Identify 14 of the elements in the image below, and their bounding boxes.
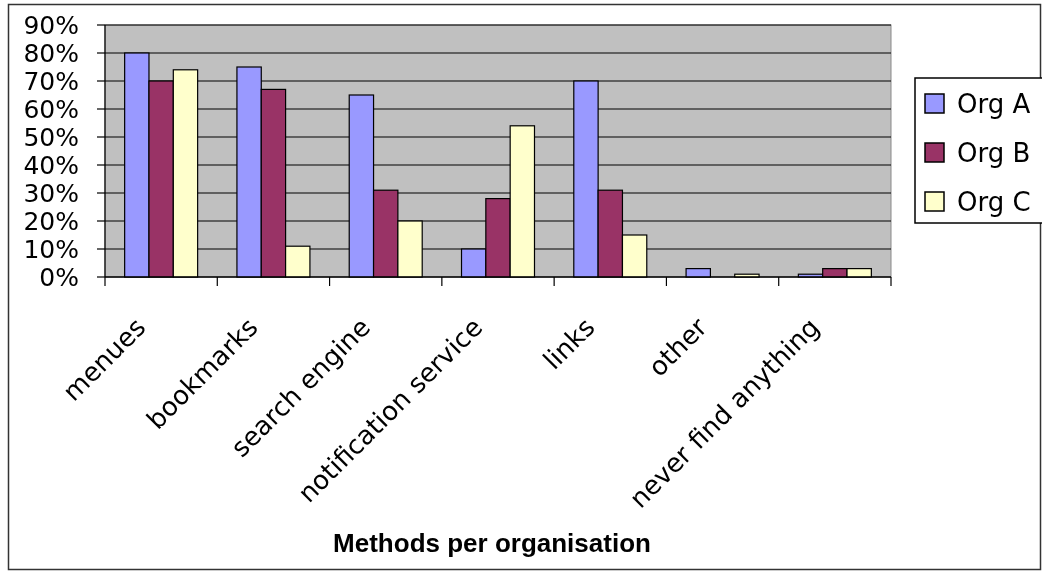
y-tick-label: 60% bbox=[23, 95, 79, 124]
y-tick-label: 50% bbox=[23, 123, 79, 152]
y-tick-label: 40% bbox=[23, 151, 79, 180]
x-axis-title: Methods per organisation bbox=[333, 528, 651, 558]
y-tick-label: 70% bbox=[23, 67, 79, 96]
y-tick-label: 30% bbox=[23, 179, 79, 208]
y-tick-label: 0% bbox=[39, 263, 79, 292]
y-tick-label: 10% bbox=[23, 235, 79, 264]
legend-label: Org B bbox=[957, 138, 1031, 168]
y-tick-label: 20% bbox=[23, 207, 79, 236]
y-tick-label: 80% bbox=[23, 39, 79, 68]
legend-label: Org C bbox=[957, 187, 1031, 217]
y-tick-label: 90% bbox=[23, 11, 79, 40]
legend-label: Org A bbox=[957, 89, 1031, 119]
